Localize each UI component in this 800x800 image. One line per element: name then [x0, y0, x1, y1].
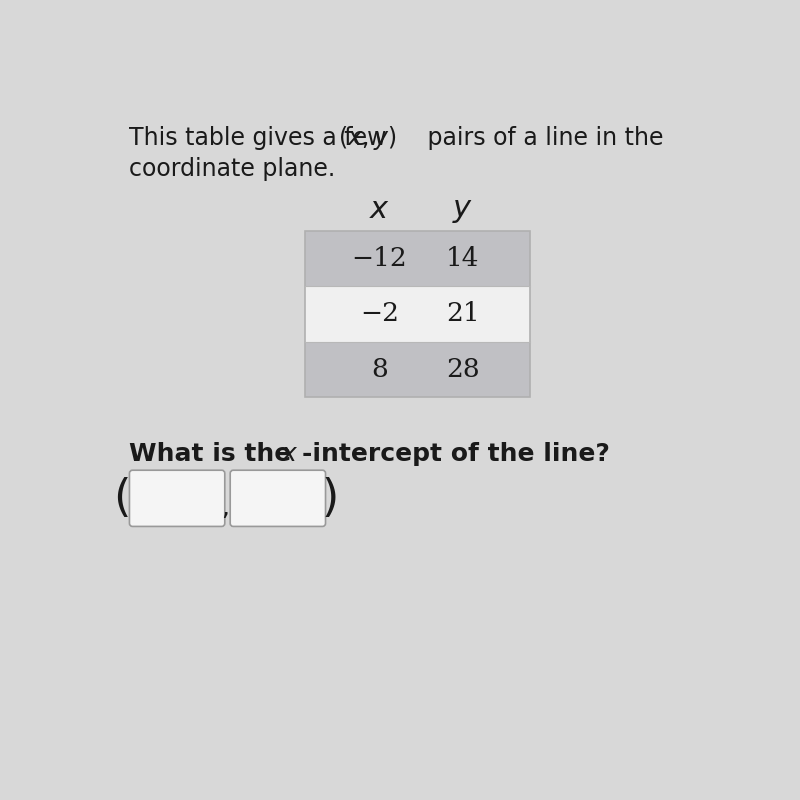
FancyBboxPatch shape — [230, 470, 326, 526]
Text: 8: 8 — [371, 357, 388, 382]
Text: −12: −12 — [352, 246, 407, 271]
Text: 28: 28 — [446, 357, 479, 382]
Text: $y$: $y$ — [452, 194, 474, 225]
FancyBboxPatch shape — [130, 470, 225, 526]
Text: What is the: What is the — [130, 442, 301, 466]
Text: ): ) — [322, 477, 339, 520]
Bar — [306, 342, 530, 397]
Text: (: ( — [113, 477, 130, 520]
Text: −2: −2 — [360, 302, 399, 326]
Bar — [306, 230, 530, 397]
Text: 21: 21 — [446, 302, 479, 326]
Text: This table gives a few: This table gives a few — [130, 126, 394, 150]
Text: 14: 14 — [446, 246, 479, 271]
Bar — [306, 286, 530, 342]
Text: $x$: $x$ — [369, 194, 390, 225]
Text: pairs of a line in the: pairs of a line in the — [420, 126, 663, 150]
Text: $\mathit{(x, y)}$: $\mathit{(x, y)}$ — [338, 124, 396, 152]
Text: -intercept of the line?: -intercept of the line? — [302, 442, 610, 466]
Bar — [306, 230, 530, 286]
Text: ,: , — [222, 495, 230, 519]
Text: coordinate plane.: coordinate plane. — [130, 157, 336, 181]
Text: $\mathit{x}$: $\mathit{x}$ — [281, 442, 298, 466]
